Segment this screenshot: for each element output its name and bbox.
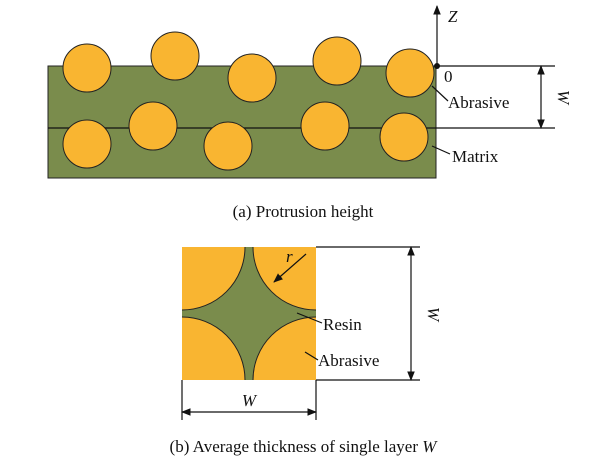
- width-label: W: [242, 391, 258, 410]
- dimension-label: W: [554, 90, 573, 106]
- caption: (a) Protrusion height: [233, 202, 374, 221]
- panel-b: W W r Resin Abrasive (b) Average thickne…: [119, 184, 443, 456]
- height-label: W: [424, 307, 443, 323]
- diagram: Z 0 W Abrasive Matrix (a) Protrusion hei…: [0, 0, 607, 465]
- origin-label: 0: [444, 67, 453, 86]
- abrasive-label: Abrasive: [448, 93, 509, 112]
- z-label: Z: [448, 7, 458, 26]
- caption: (b) Average thickness of single layer W: [170, 437, 439, 456]
- abrasive-label: Abrasive: [318, 351, 379, 370]
- caption-symbol: W: [422, 437, 438, 456]
- radius-label: r: [286, 247, 293, 266]
- matrix-label: Matrix: [452, 147, 499, 166]
- caption-text: (b) Average thickness of single layer: [170, 437, 419, 456]
- panel-a: Z 0 W Abrasive Matrix (a) Protrusion hei…: [48, 6, 573, 221]
- resin-label: Resin: [323, 315, 362, 334]
